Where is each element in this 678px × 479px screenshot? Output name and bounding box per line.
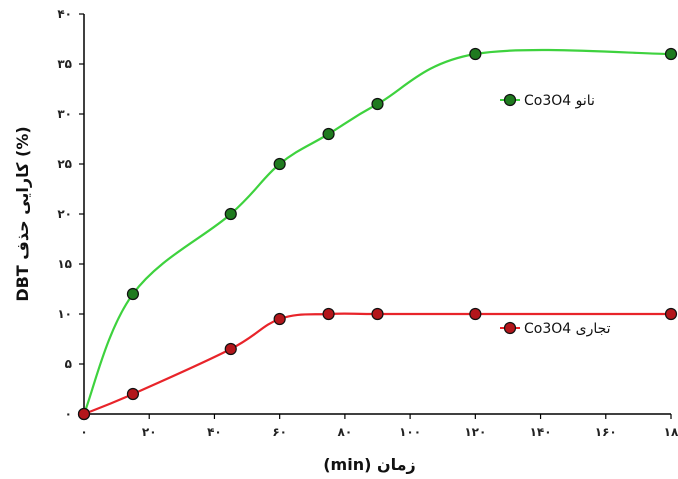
series-layer [77, 47, 678, 421]
x-axis-title: زمان (min) [323, 455, 416, 474]
y-tick-label: ۱۰ [57, 307, 72, 321]
data-point [273, 312, 286, 326]
series-line [83, 312, 671, 416]
axes [83, 14, 671, 415]
y-tick-label: ۱۵ [57, 257, 72, 271]
y-tick-label: ۲۵ [57, 157, 72, 171]
x-tick-label: ۰ [80, 425, 87, 439]
data-point [224, 342, 237, 356]
data-point [77, 407, 91, 421]
x-tick-label: ۶۰ [272, 425, 287, 439]
x-tick-label: ۴۰ [207, 425, 222, 439]
legend-label: نانو Co3O4 [524, 93, 595, 109]
data-point [273, 157, 286, 171]
data-point [469, 307, 482, 321]
data-point [469, 47, 482, 61]
data-point [126, 287, 140, 301]
x-ticks: ۰ ۲۰ ۴۰ ۶۰ ۸۰ ۱۰۰ ۱۲۰ ۱۴۰ ۱۶۰ ۱۸ [80, 414, 678, 439]
y-tick-label: ۰ [65, 407, 72, 421]
y-axis-title: DBT کارایی حذف (%) [13, 126, 32, 301]
x-tick-label: ۱۰۰ [399, 425, 421, 439]
data-point [126, 387, 140, 401]
legend: نانو Co3O4 تجاری Co3O4 [500, 93, 611, 337]
legend-marker [503, 321, 517, 335]
data-point [371, 307, 384, 321]
y-tick-label: ۳۰ [57, 107, 72, 121]
data-point [322, 307, 335, 321]
y-ticks: ۰ ۵ ۱۰ ۱۵ ۲۰ ۲۵ ۳۰ ۳۵ ۴۰ [57, 7, 84, 421]
legend-marker [503, 93, 517, 107]
x-tick-label: ۲۰ [142, 425, 157, 439]
x-tick-label: ۱۴۰ [530, 425, 552, 439]
data-point [664, 47, 678, 61]
x-tick-label: ۸۰ [338, 425, 353, 439]
data-point [322, 127, 335, 141]
x-tick-label: ۱۶۰ [595, 425, 617, 439]
y-tick-label: ۳۵ [57, 57, 72, 71]
y-tick-label: ۵ [65, 357, 72, 371]
y-tick-label: ۴۰ [57, 7, 72, 21]
data-point [664, 307, 678, 321]
data-point [371, 97, 384, 111]
y-tick-label: ۲۰ [57, 207, 72, 221]
legend-label: تجاری Co3O4 [524, 321, 611, 337]
data-point [224, 207, 237, 221]
x-tick-label: ۱۸ [664, 425, 678, 439]
x-tick-label: ۱۲۰ [464, 425, 486, 439]
